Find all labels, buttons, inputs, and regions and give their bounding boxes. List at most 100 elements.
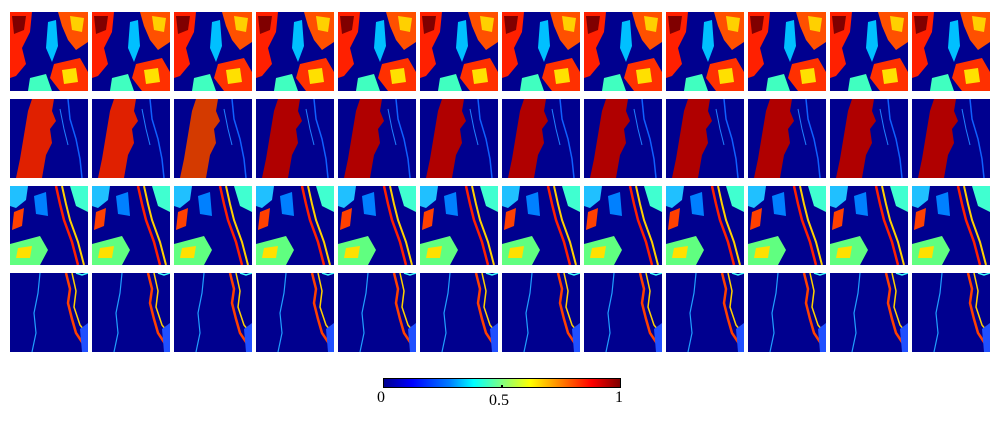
abundance-map-tile <box>830 12 908 91</box>
abundance-map-tile <box>830 186 908 265</box>
abundance-map-image <box>502 12 580 91</box>
abundance-map-tile <box>666 99 744 178</box>
abundance-map-image <box>420 99 498 178</box>
abundance-map-image <box>420 12 498 91</box>
abundance-map-image <box>912 12 990 91</box>
abundance-map-tile <box>92 273 170 352</box>
abundance-map-image <box>338 186 416 265</box>
abundance-map-image <box>584 273 662 352</box>
map-row-2 <box>10 99 994 178</box>
abundance-map-tile <box>420 99 498 178</box>
abundance-map-image <box>666 186 744 265</box>
abundance-map-tile <box>256 273 334 352</box>
abundance-map-tile <box>338 99 416 178</box>
abundance-map-image <box>666 12 744 91</box>
abundance-map-tile <box>10 273 88 352</box>
map-row-1 <box>10 12 994 91</box>
abundance-map-image <box>502 99 580 178</box>
abundance-map-image <box>830 186 908 265</box>
abundance-map-image <box>420 186 498 265</box>
abundance-map-tile <box>256 12 334 91</box>
abundance-map-tile <box>174 273 252 352</box>
abundance-map-image <box>584 186 662 265</box>
abundance-map-tile <box>584 12 662 91</box>
abundance-map-tile <box>912 12 990 91</box>
colorbar-min-label: 0 <box>377 389 385 406</box>
colorbar: 0 0.5 1 <box>377 378 623 414</box>
abundance-map-image <box>256 186 334 265</box>
abundance-map-tile <box>338 12 416 91</box>
abundance-map-tile <box>502 99 580 178</box>
abundance-map-tile <box>748 273 826 352</box>
abundance-map-image <box>748 186 826 265</box>
abundance-map-image <box>174 186 252 265</box>
abundance-map-image <box>92 99 170 178</box>
abundance-map-tile <box>502 186 580 265</box>
abundance-map-image <box>338 12 416 91</box>
abundance-map-image <box>748 12 826 91</box>
abundance-map-image <box>830 273 908 352</box>
abundance-map-image <box>92 186 170 265</box>
abundance-map-image <box>666 99 744 178</box>
abundance-map-tile <box>912 99 990 178</box>
abundance-map-image <box>830 12 908 91</box>
abundance-map-image <box>10 12 88 91</box>
colorbar-max-label: 1 <box>615 389 623 406</box>
abundance-map-image <box>584 12 662 91</box>
abundance-map-image <box>92 12 170 91</box>
abundance-map-tile <box>338 186 416 265</box>
abundance-map-image <box>912 273 990 352</box>
abundance-map-tile <box>92 186 170 265</box>
abundance-map-tile <box>584 186 662 265</box>
abundance-map-image <box>256 99 334 178</box>
abundance-map-tile <box>666 273 744 352</box>
colorbar-mid-tick <box>501 385 503 388</box>
abundance-map-image <box>584 99 662 178</box>
abundance-map-tile <box>92 12 170 91</box>
abundance-map-image <box>912 99 990 178</box>
abundance-map-tile <box>584 273 662 352</box>
abundance-map-image <box>748 273 826 352</box>
abundance-map-grid <box>10 12 994 352</box>
abundance-map-tile <box>10 99 88 178</box>
abundance-map-image <box>420 273 498 352</box>
abundance-map-tile <box>256 99 334 178</box>
abundance-map-tile <box>584 99 662 178</box>
abundance-map-tile <box>10 186 88 265</box>
abundance-map-tile <box>666 12 744 91</box>
abundance-map-image <box>10 99 88 178</box>
abundance-map-image <box>174 273 252 352</box>
abundance-map-tile <box>420 273 498 352</box>
abundance-map-image <box>912 186 990 265</box>
abundance-map-image <box>666 273 744 352</box>
abundance-map-image <box>92 273 170 352</box>
abundance-map-tile <box>748 99 826 178</box>
abundance-map-tile <box>174 12 252 91</box>
abundance-map-tile <box>10 12 88 91</box>
abundance-map-image <box>748 99 826 178</box>
abundance-map-image <box>10 186 88 265</box>
abundance-map-image <box>256 273 334 352</box>
abundance-map-tile <box>666 186 744 265</box>
abundance-map-image <box>10 273 88 352</box>
abundance-map-tile <box>502 12 580 91</box>
abundance-map-tile <box>420 186 498 265</box>
abundance-map-tile <box>748 12 826 91</box>
abundance-map-tile <box>748 186 826 265</box>
abundance-map-tile <box>174 99 252 178</box>
abundance-map-image <box>830 99 908 178</box>
abundance-map-tile <box>256 186 334 265</box>
abundance-map-image <box>502 273 580 352</box>
map-row-3 <box>10 186 994 265</box>
abundance-map-image <box>174 12 252 91</box>
abundance-map-image <box>502 186 580 265</box>
abundance-map-image <box>338 273 416 352</box>
map-row-4 <box>10 273 994 352</box>
abundance-map-tile <box>420 12 498 91</box>
abundance-map-tile <box>174 186 252 265</box>
abundance-map-tile <box>92 99 170 178</box>
abundance-map-tile <box>830 99 908 178</box>
colorbar-mid-label: 0.5 <box>489 392 509 409</box>
abundance-map-tile <box>338 273 416 352</box>
abundance-map-image <box>256 12 334 91</box>
